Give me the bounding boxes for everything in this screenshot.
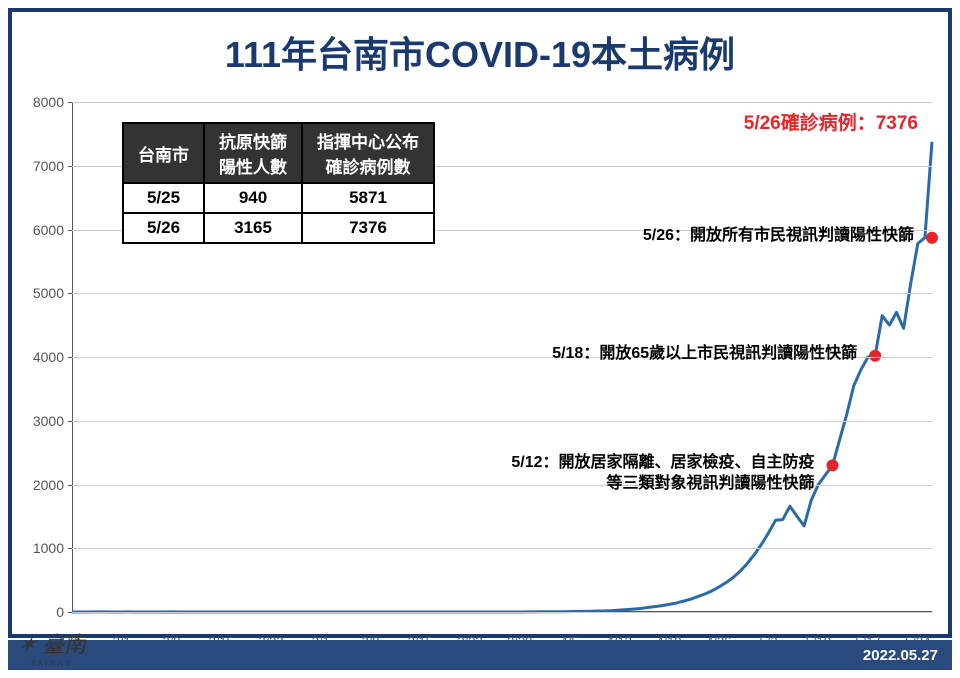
table-header-cell: 指揮中心公布確診病例數: [302, 123, 434, 183]
table-cell: 5871: [302, 183, 434, 213]
y-tick-label: 3000: [24, 413, 64, 429]
y-tick-label: 5000: [24, 285, 64, 301]
y-tick-label: 8000: [24, 94, 64, 110]
y-tick-label: 2000: [24, 477, 64, 493]
logo-subtext: TAINAN: [18, 659, 86, 668]
table-cell: 7376: [302, 213, 434, 243]
table-cell: 5/25: [123, 183, 204, 213]
y-axis-labels: 010002000300040005000600070008000: [24, 102, 64, 612]
table-header-row: 台南市抗原快篩陽性人數指揮中心公布確診病例數: [123, 123, 434, 183]
y-tick-label: 6000: [24, 222, 64, 238]
table-cell: 5/26: [123, 213, 204, 243]
footer: 2022.05.27: [8, 640, 952, 670]
frame: 111年台南市COVID-19本土病例 0 1000 2000 3000 4000 500…: [8, 8, 952, 638]
table-body: 5/2594058715/2631657376: [123, 183, 434, 243]
event-marker: [869, 350, 881, 362]
logo-wing-icon: ✶: [16, 632, 39, 658]
gridline: [72, 421, 932, 422]
gridline: [72, 548, 932, 549]
table-header-cell: 抗原快篩陽性人數: [204, 123, 302, 183]
event-marker: [826, 459, 838, 471]
chart-annotation: 5/26：開放所有市民視訊判讀陽性快篩: [643, 226, 914, 247]
chart-annotation: 5/12：開放居家隔離、居家檢疫、自主防疫等三類對象視訊判讀陽性快篩: [511, 453, 814, 495]
footer-date: 2022.05.27: [863, 647, 938, 664]
y-tick-label: 4000: [24, 349, 64, 365]
gridline: [72, 612, 932, 613]
page-title: 111年台南市COVID-19本土病例: [12, 26, 948, 78]
table-row: 5/2631657376: [123, 213, 434, 243]
summary-table: 台南市抗原快篩陽性人數指揮中心公布確診病例數 5/2594058715/2631…: [122, 122, 435, 244]
y-tick-label: 7000: [24, 158, 64, 174]
chart-annotation: 5/18：開放65歲以上市民視訊判讀陽性快篩: [552, 344, 857, 365]
peak-callout: 5/26確診病例：7376: [744, 108, 918, 135]
table-cell: 3165: [204, 213, 302, 243]
event-marker: [926, 232, 938, 244]
table-header-cell: 台南市: [123, 123, 204, 183]
y-tick-label: 1000: [24, 540, 64, 556]
table-row: 5/259405871: [123, 183, 434, 213]
table-cell: 940: [204, 183, 302, 213]
city-logo: ✶ 臺南 TAINAN: [18, 627, 86, 668]
gridline: [72, 102, 932, 103]
y-tick-label: 0: [24, 604, 64, 620]
gridline: [72, 293, 932, 294]
logo-text: 臺南: [42, 632, 86, 657]
